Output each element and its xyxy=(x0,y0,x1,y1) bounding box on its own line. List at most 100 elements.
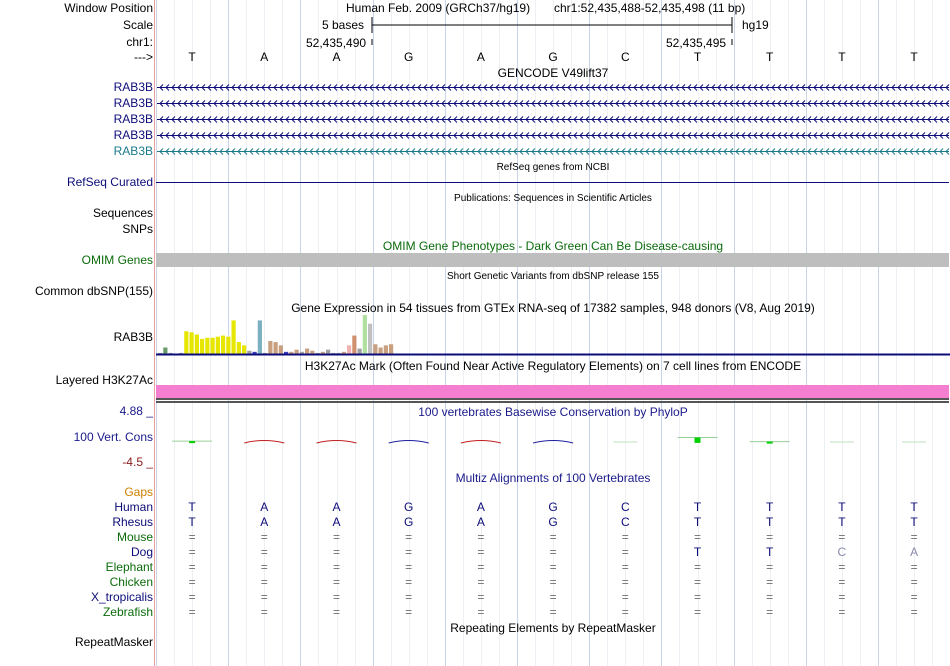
strand-arrow xyxy=(339,100,344,107)
strand-arrow xyxy=(891,116,896,123)
strand-arrow xyxy=(573,148,578,155)
strand-arrow xyxy=(465,84,470,91)
pubs-snps-label[interactable]: SNPs xyxy=(122,222,153,236)
strand-arrow xyxy=(405,148,410,155)
strand-arrow xyxy=(645,116,650,123)
strand-arrow xyxy=(633,84,638,91)
strand-arrow xyxy=(915,132,920,139)
strand-arrow xyxy=(405,100,410,107)
strand-arrow xyxy=(255,100,260,107)
strand-arrow xyxy=(345,116,350,123)
strand-arrow xyxy=(261,132,266,139)
strand-arrow xyxy=(723,148,728,155)
strand-arrow xyxy=(627,116,632,123)
strand-arrow xyxy=(471,148,476,155)
gencode-transcript-label[interactable]: RAB3B xyxy=(113,112,153,126)
strand-arrow xyxy=(207,132,212,139)
strand-arrow xyxy=(399,148,404,155)
strand-arrow xyxy=(345,148,350,155)
ruler-base: A xyxy=(476,50,485,64)
multiz-species-label[interactable]: Rhesus xyxy=(112,515,153,529)
strand-arrow xyxy=(591,148,596,155)
alignment-base: = xyxy=(838,590,846,604)
gencode-transcript-label[interactable]: RAB3B xyxy=(113,96,153,110)
strand-arrow xyxy=(165,148,170,155)
strand-arrow xyxy=(645,100,650,107)
multiz-species-label[interactable]: Elephant xyxy=(105,560,153,574)
strand-arrow xyxy=(669,132,674,139)
strand-arrow xyxy=(309,148,314,155)
strand-arrow xyxy=(621,148,626,155)
phylop-chart[interactable] xyxy=(156,418,950,468)
multiz-species-label[interactable]: Chicken xyxy=(109,575,153,589)
strand-arrow xyxy=(705,148,710,155)
strand-arrow xyxy=(561,100,566,107)
gencode-gene-lines[interactable] xyxy=(156,80,950,160)
strand-arrow xyxy=(603,100,608,107)
strand-arrow xyxy=(417,100,422,107)
omim-label[interactable]: OMIM Genes xyxy=(81,253,153,267)
strand-arrow xyxy=(201,116,206,123)
alignment-base: = xyxy=(477,560,485,574)
strand-arrow xyxy=(183,100,188,107)
strand-arrow xyxy=(453,100,458,107)
strand-arrow xyxy=(687,100,692,107)
gencode-transcript-label[interactable]: RAB3B xyxy=(113,128,153,142)
h3k27ac-signal-bar[interactable] xyxy=(156,385,949,398)
strand-arrow xyxy=(237,84,242,91)
pubs-sequences-label[interactable]: Sequences xyxy=(92,206,153,220)
strand-arrow xyxy=(423,148,428,155)
phylop-label[interactable]: 100 Vert. Cons xyxy=(73,430,153,444)
refseq-label[interactable]: RefSeq Curated xyxy=(66,175,153,189)
omim-gene-bar[interactable] xyxy=(156,253,949,267)
strand-arrow xyxy=(513,116,518,123)
strand-arrow xyxy=(195,100,200,107)
strand-arrow xyxy=(477,116,482,123)
strand-arrow xyxy=(477,148,482,155)
strand-arrow xyxy=(615,84,620,91)
gtex-bar-chart[interactable] xyxy=(156,314,950,356)
dbsnp-label[interactable]: Common dbSNP(155) xyxy=(34,284,153,298)
strand-arrow xyxy=(813,132,818,139)
multiz-gaps-label[interactable]: Gaps xyxy=(124,485,153,499)
strand-arrow xyxy=(537,116,542,123)
strand-arrow xyxy=(651,116,656,123)
strand-arrow xyxy=(621,84,626,91)
strand-arrow xyxy=(531,132,536,139)
phylop-max-label: 4.88 _ xyxy=(119,404,153,418)
strand-arrow xyxy=(891,84,896,91)
strand-arrow xyxy=(627,132,632,139)
alignment-base: A xyxy=(332,500,341,514)
h3k27ac-label[interactable]: Layered H3K27Ac xyxy=(55,373,153,387)
strand-arrow xyxy=(789,148,794,155)
gtex-tissue-bar xyxy=(389,344,394,354)
multiz-species-label[interactable]: Mouse xyxy=(116,530,153,544)
strand-arrow xyxy=(819,84,824,91)
strand-arrow xyxy=(315,132,320,139)
strand-arrow xyxy=(657,148,662,155)
alignment-base: = xyxy=(332,545,340,559)
refseq-gene-line[interactable] xyxy=(156,182,949,183)
multiz-species-label[interactable]: Zebrafish xyxy=(102,605,153,619)
alignment-base: = xyxy=(838,560,846,574)
strand-arrow xyxy=(375,132,380,139)
multiz-species-label[interactable]: Dog xyxy=(130,545,153,559)
strand-arrow xyxy=(231,84,236,91)
gtex-label[interactable]: RAB3B xyxy=(113,330,153,344)
gencode-transcript-label[interactable]: RAB3B xyxy=(113,80,153,94)
repeatmasker-label[interactable]: RepeatMasker xyxy=(74,635,153,649)
range-text[interactable]: chr1:52,435,488-52,435,498 (11 bp) xyxy=(554,1,746,15)
strand-arrow xyxy=(663,100,668,107)
strand-arrow xyxy=(537,100,542,107)
strand-arrow xyxy=(867,84,872,91)
strand-arrow xyxy=(177,148,182,155)
multiz-species-label[interactable]: X_tropicalis xyxy=(90,590,153,604)
strand-arrow xyxy=(843,148,848,155)
strand-arrow xyxy=(165,132,170,139)
strand-arrow xyxy=(513,100,518,107)
gencode-transcript-label[interactable]: RAB3B xyxy=(113,144,153,158)
multiz-species-label[interactable]: Human xyxy=(114,500,153,514)
ruler-base: T xyxy=(188,50,196,64)
strand-arrow xyxy=(249,116,254,123)
strand-arrow xyxy=(729,116,734,123)
